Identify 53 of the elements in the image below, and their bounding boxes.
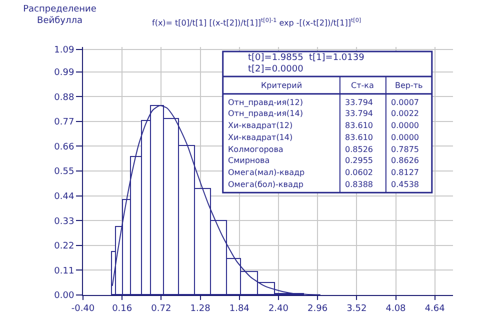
x-tick-label: 0.72 [151, 304, 172, 314]
annotation: 0.0022 [391, 109, 419, 118]
y-tick-label: 0.77 [54, 118, 74, 128]
annotation: 0.4538 [391, 180, 419, 189]
annotation: 0.7875 [391, 145, 419, 154]
annotation: 0.0000 [391, 121, 419, 130]
annotation: t[2]=0.0000 [248, 64, 304, 75]
x-tick-label: 2.40 [268, 304, 289, 314]
chart-title: Распределение Вейбулла [23, 4, 97, 26]
annotation: Омега(бол)-квадр [228, 180, 304, 189]
annotation: 33.794 [345, 109, 373, 118]
x-tick-label: 0.16 [112, 304, 132, 314]
annotation: 83.610 [345, 133, 373, 142]
y-tick-label: 0.33 [54, 216, 74, 227]
line-series [112, 105, 321, 295]
x-tick-label: 4.08 [386, 304, 406, 314]
annotation: 33.794 [345, 98, 373, 107]
x-tick-label: 1.28 [190, 304, 211, 314]
annotation: 0.8388 [345, 180, 373, 189]
annotation: 0.0000 [391, 133, 419, 142]
x-tick-label: 1.84 [229, 304, 250, 314]
x-tick-label: 2.96 [308, 304, 328, 314]
annotation: Отн_правд-ия(14) [228, 109, 303, 118]
text: f(x)= t[0]/t[1] [(x-t[2])/t[1]]$^{t[0]-1}$ exp -[(x-t[2])/t[1]]$^{t[0]}$ [152, 17, 362, 28]
annotation: Смирнова [228, 156, 270, 165]
annotation: Колмогорова [228, 145, 284, 154]
annotation: 0.2955 [345, 156, 373, 165]
annotation: Ст-ка [351, 81, 374, 90]
x-tick-label: 4.64 [424, 304, 446, 314]
annotation: t[0]=1.9855 t[1]=1.0139 [248, 53, 365, 63]
annotation: Хи-квадрат(12) [228, 121, 293, 130]
x-tick-label: 3.52 [346, 304, 367, 314]
annotation: 83.610 [345, 121, 373, 130]
annotation: 0.8526 [345, 145, 373, 154]
annotation: Критерий [261, 81, 302, 90]
y-tick-label: 1.09 [54, 45, 74, 56]
y-tick-label: 0.55 [54, 167, 74, 178]
annotation: Отн_правд-ия(12) [228, 98, 303, 107]
annotation: 0.0007 [391, 98, 419, 107]
y-tick-label: 0.66 [54, 142, 74, 152]
annotation: 0.8626 [391, 156, 419, 165]
x-tick-label: -0.40 [71, 304, 95, 314]
y-tick-label: 0.44 [54, 192, 74, 202]
annotation: 0.0602 [345, 168, 373, 177]
annotation: 0.8127 [391, 168, 419, 177]
y-tick-label: 0.22 [54, 242, 74, 252]
y-tick-label: 0.00 [54, 291, 74, 302]
y-tick-label: 0.88 [54, 92, 74, 103]
annotation: Омега(мал)-квадр [228, 168, 305, 177]
annotation: Хи-квадрат(14) [228, 133, 293, 142]
y-tick-label: 0.11 [54, 266, 74, 276]
annotation: Вер-ть [395, 81, 424, 90]
y-tick-label: 0.99 [54, 68, 74, 78]
